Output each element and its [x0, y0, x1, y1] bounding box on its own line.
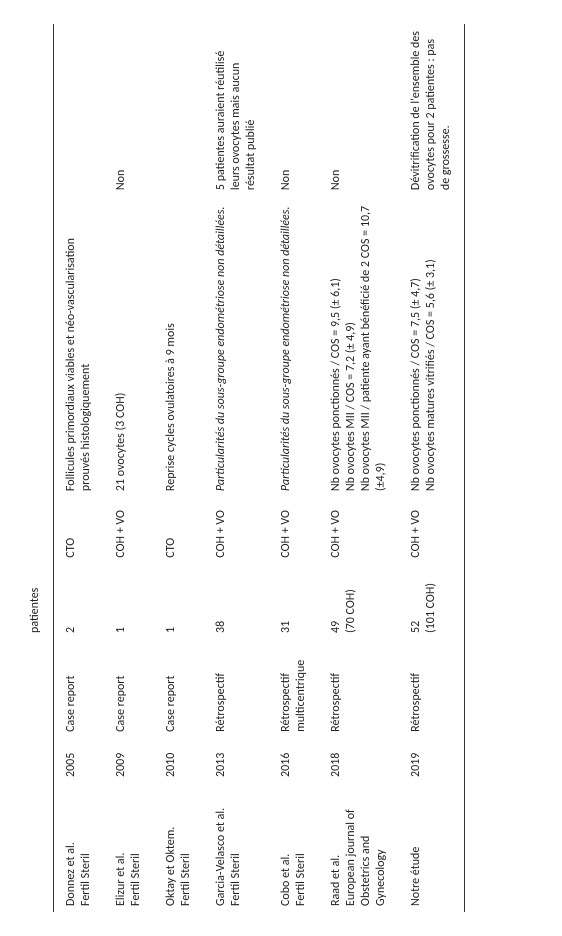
table-row: Elizur et al.Fertil Steril2009Case repor… [104, 24, 154, 912]
cell-n-patients: 1 [154, 564, 204, 639]
ref-journal: European journal of Obstetrics and Gynec… [344, 789, 389, 906]
cell-reference: Garcia-Velasco et al.Fertil Steril [204, 783, 269, 912]
cell-reference: Oktay et Oktem.Fertil Steril [154, 783, 204, 912]
n-sub: (70 COH) [344, 570, 359, 633]
ref-author: Donnez et al. [64, 842, 78, 906]
cell-results: Nb ovocytes ponctionnés / COS = 9,5 (± 6… [319, 196, 399, 497]
table-body: Donnez et al.Fertil Steril2005Case repor… [54, 24, 465, 912]
n-value: 31 [279, 621, 293, 633]
cell-study-type: Rétrospectif [204, 639, 269, 738]
col-year [24, 738, 54, 783]
n-value: 38 [214, 621, 228, 633]
cell-year: 2005 [54, 738, 105, 783]
results-line: Nb ovocytes matures vitrifiés / COS = 5,… [424, 259, 438, 491]
cell-results: Reprise cycles ovulatoires à 9 mois [154, 196, 204, 497]
ref-journal: Fertil Steril [179, 789, 194, 906]
cell-study-type: Rétrospectif [399, 639, 465, 738]
n-value: 1 [164, 627, 178, 633]
results-line: Nb ovocytes MII / COS = 7,2 (± 4,9) [344, 322, 358, 491]
cell-technique: CTO [154, 497, 204, 564]
cell-reference: Notre étude [399, 783, 465, 912]
ref-journal: Fertil Steril [294, 789, 309, 906]
table-row: Notre étude2019Rétrospectif52(101 COH)CO… [399, 24, 465, 912]
results-line: Nb ovocytes ponctionnés / COS = 7,5 (± 4… [409, 278, 423, 491]
cell-study-type: Case report [104, 639, 154, 738]
cell-year: 2009 [104, 738, 154, 783]
ref-author: Garcia-Velasco et al. [214, 808, 228, 906]
n-sub: (101 COH) [424, 570, 439, 633]
cell-year: 2019 [399, 738, 465, 783]
col-tech [24, 497, 54, 564]
table-row: Donnez et al.Fertil Steril2005Case repor… [54, 24, 105, 912]
cell-reference: Donnez et al.Fertil Steril [54, 783, 105, 912]
n-value: 49 [329, 621, 343, 633]
n-value: 52 [409, 621, 423, 633]
cell-results: Nb ovocytes ponctionnés / COS = 7,5 (± 4… [399, 196, 465, 497]
cell-technique: COH + VO [104, 497, 154, 564]
results-line: 21 ovocytes (3 COH) [114, 393, 128, 491]
results-line: Particularités du sous-groupe endométrio… [214, 207, 228, 492]
cell-year: 2016 [269, 738, 319, 783]
cell-study-type: Rétrospectif multicentrique [269, 639, 319, 738]
ref-journal: Fertil Steril [229, 789, 244, 906]
cell-reuse [154, 24, 204, 196]
cell-reference: Elizur et al.Fertil Steril [104, 783, 154, 912]
cell-study-type: Rétrospectif [319, 639, 399, 738]
cell-reuse [54, 24, 105, 196]
results-line: Nb ovocytes ponctionnés / COS = 9,5 (± 6… [329, 278, 343, 491]
studies-table: patientes Donnez et al.Fertil Steril2005… [24, 24, 465, 912]
cell-results: 21 ovocytes (3 COH) [104, 196, 154, 497]
results-line: Reprise cycles ovulatoires à 9 mois [164, 323, 178, 491]
cell-study-type: Case report [54, 639, 105, 738]
table-header-row: patientes [24, 24, 54, 912]
cell-n-patients: 38 [204, 564, 269, 639]
col-type [24, 639, 54, 738]
cell-year: 2013 [204, 738, 269, 783]
cell-reference: Raad et al.European journal of Obstetric… [319, 783, 399, 912]
cell-technique: COH + VO [204, 497, 269, 564]
cell-reuse: Dévitrification de l'ensemble des ovocyt… [399, 24, 465, 196]
ref-author: Oktay et Oktem. [164, 827, 178, 906]
cell-study-type: Case report [154, 639, 204, 738]
cell-technique: COH + VO [269, 497, 319, 564]
ref-author: Elizur et al. [114, 853, 128, 906]
cell-results: Follicules primordiaux viables et néo-va… [54, 196, 105, 497]
cell-reuse: Non [269, 24, 319, 196]
col-reuse [24, 24, 54, 196]
table-row: Cobo et al.Fertil Steril2016Rétrospectif… [269, 24, 319, 912]
results-line: Nb ovocytes MII / patiente ayant bénéfic… [359, 206, 388, 491]
cell-results: Particularités du sous-groupe endométrio… [204, 196, 269, 497]
table-row: Oktay et Oktem.Fertil Steril2010Case rep… [154, 24, 204, 912]
cell-technique: COH + VO [399, 497, 465, 564]
cell-reuse: Non [319, 24, 399, 196]
results-line: Follicules primordiaux viables et néo-va… [64, 238, 93, 491]
ref-author: Notre étude [409, 847, 423, 906]
table-row: Garcia-Velasco et al.Fertil Steril2013Ré… [204, 24, 269, 912]
results-line: Particularités du sous-groupe endométrio… [279, 207, 293, 492]
table-row: Raad et al.European journal of Obstetric… [319, 24, 399, 912]
col-n: patientes [24, 564, 54, 639]
ref-journal: Fertil Steril [79, 789, 94, 906]
cell-year: 2010 [154, 738, 204, 783]
col-ref [24, 783, 54, 912]
col-res [24, 196, 54, 497]
ref-author: Cobo et al. [279, 854, 293, 906]
ref-author: Raad et al. [329, 855, 343, 906]
cell-reuse: Non [104, 24, 154, 196]
cell-n-patients: 52(101 COH) [399, 564, 465, 639]
cell-technique: CTO [54, 497, 105, 564]
cell-n-patients: 1 [104, 564, 154, 639]
cell-results: Particularités du sous-groupe endométrio… [269, 196, 319, 497]
cell-year: 2018 [319, 738, 399, 783]
ref-journal: Fertil Steril [129, 789, 144, 906]
cell-technique: COH + VO [319, 497, 399, 564]
cell-reference: Cobo et al.Fertil Steril [269, 783, 319, 912]
cell-n-patients: 31 [269, 564, 319, 639]
n-value: 2 [64, 627, 78, 633]
n-value: 1 [114, 627, 128, 633]
cell-n-patients: 49(70 COH) [319, 564, 399, 639]
cell-reuse: 5 patientes auraient réutilisé leurs ovo… [204, 24, 269, 196]
cell-n-patients: 2 [54, 564, 105, 639]
